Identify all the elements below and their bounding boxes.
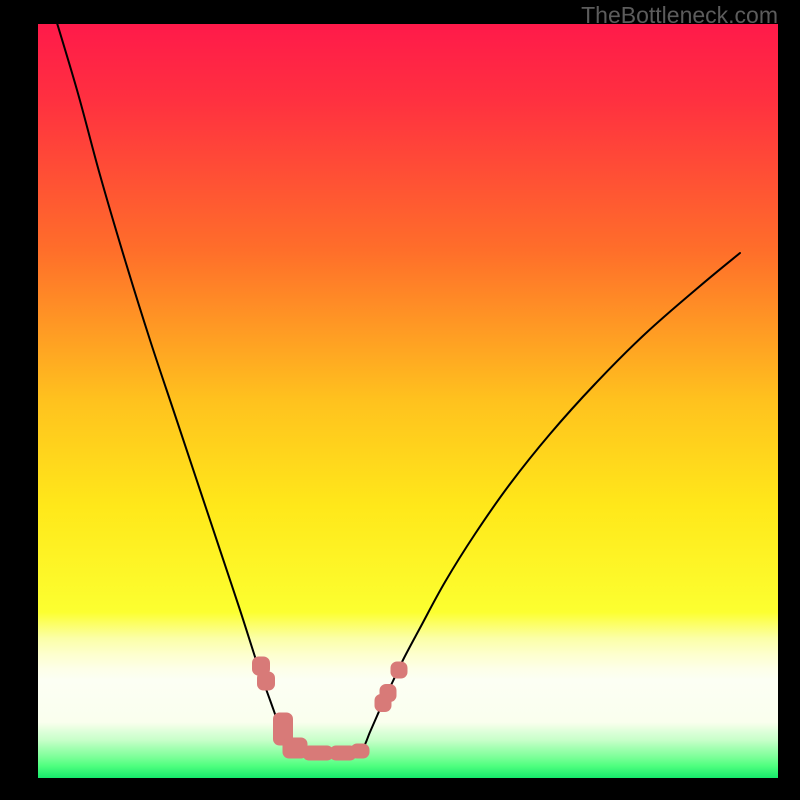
marker xyxy=(351,744,369,758)
marker xyxy=(258,672,275,690)
marker xyxy=(303,746,333,760)
figure-root: TheBottleneck.com xyxy=(0,0,800,800)
watermark-text: TheBottleneck.com xyxy=(581,2,778,29)
marker xyxy=(380,685,396,702)
plot-area xyxy=(38,24,778,778)
marker xyxy=(391,662,407,678)
gradient-background xyxy=(38,24,778,778)
chart-svg xyxy=(38,24,778,778)
